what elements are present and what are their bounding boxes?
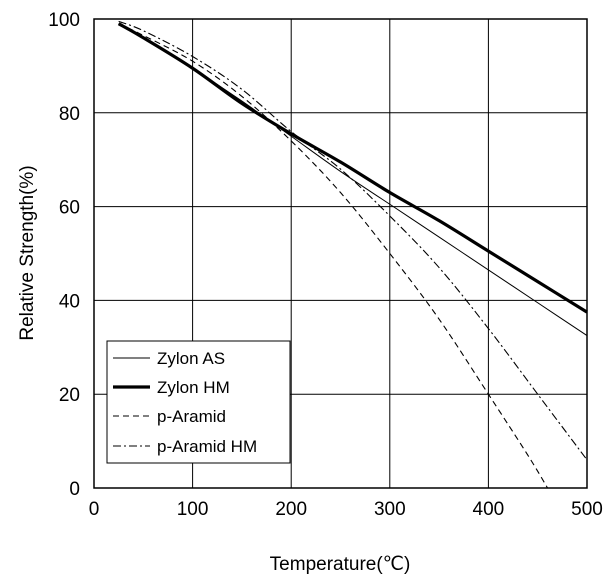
x-tick-label: 0 xyxy=(89,499,100,520)
tick-labels: 0 100 200 300 400 500 0 20 40 60 80 100 xyxy=(48,10,603,520)
x-tick-label: 100 xyxy=(177,499,209,520)
y-axis-title: Relative Strength(%) xyxy=(17,165,38,340)
y-tick-label: 60 xyxy=(59,198,80,219)
legend-label-zylon-as: Zylon AS xyxy=(157,349,225,368)
y-tick-label: 20 xyxy=(59,385,80,406)
y-tick-label: 40 xyxy=(59,291,80,312)
x-tick-label: 200 xyxy=(275,499,307,520)
legend-box xyxy=(106,340,291,464)
plot-lines xyxy=(117,20,588,489)
x-tick-label: 300 xyxy=(374,499,406,520)
series-line-3 xyxy=(118,20,588,461)
y-tick-label: 0 xyxy=(69,479,80,500)
legend-label-p-aramid: p-Aramid xyxy=(157,407,226,426)
y-tick-label: 100 xyxy=(48,10,80,31)
y-tick-label: 80 xyxy=(59,104,80,125)
x-tick-label: 400 xyxy=(473,499,505,520)
x-axis-title: Temperature(℃) xyxy=(270,554,411,575)
legend-label-zylon-hm: Zylon HM xyxy=(157,378,230,397)
legend-label-p-aramid-hm: p-Aramid HM xyxy=(157,437,257,456)
legend: Zylon AS Zylon HM p-Aramid p-Aramid HM xyxy=(106,340,291,464)
plot-frame xyxy=(93,18,588,489)
series-line-2 xyxy=(118,23,549,489)
series-line-1 xyxy=(117,22,588,314)
x-tick-label: 500 xyxy=(571,499,603,520)
